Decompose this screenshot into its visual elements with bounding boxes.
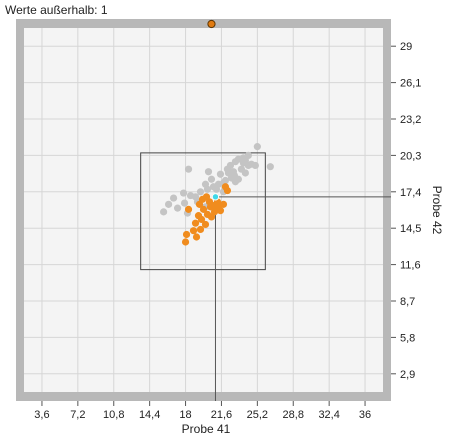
data-point[interactable] [189, 227, 198, 235]
data-point[interactable] [191, 219, 200, 227]
y-tick-label: 26,1 [400, 78, 421, 90]
y-tick-label: 20,3 [400, 150, 421, 162]
data-point[interactable] [196, 188, 205, 196]
data-point[interactable] [196, 225, 205, 234]
x-axis-title: Probe 41 [182, 422, 231, 436]
data-point[interactable] [207, 175, 216, 183]
selected-data-point[interactable] [211, 193, 220, 201]
crosshair [214, 196, 391, 401]
data-point[interactable] [180, 199, 189, 207]
x-tick-label: 36 [359, 409, 371, 421]
y-tick-label: 2,9 [400, 369, 415, 381]
data-point[interactable] [179, 189, 188, 197]
data-point[interactable] [234, 155, 243, 163]
y-tick-label: 23,2 [400, 114, 421, 126]
data-point[interactable] [199, 205, 208, 213]
data-point[interactable] [266, 163, 274, 171]
data-point[interactable] [203, 185, 212, 193]
data-point[interactable] [247, 160, 255, 168]
data-point[interactable] [173, 204, 182, 212]
data-point[interactable] [253, 143, 261, 151]
data-point[interactable] [229, 168, 238, 176]
data-point[interactable] [244, 151, 252, 159]
x-axis: 3,6 7,2 10,8 14,4 18 21,6 25,2 28,8 32,4 36 [34, 401, 371, 421]
data-point[interactable] [223, 186, 232, 195]
x-tick-label: 32,4 [318, 409, 339, 421]
data-point[interactable] [184, 165, 193, 173]
y-tick-label: 29 [400, 41, 412, 53]
data-point[interactable] [192, 233, 201, 241]
data-point[interactable] [184, 205, 193, 213]
data-point[interactable] [182, 230, 191, 239]
y-tick-label: 17,4 [400, 187, 421, 199]
data-point[interactable] [202, 193, 211, 201]
x-tick-label: 21,6 [211, 409, 232, 421]
data-point[interactable] [164, 200, 173, 208]
y-axis-title: Probe 42 [430, 186, 444, 235]
data-point[interactable] [216, 170, 225, 178]
x-tick-label: 10,8 [103, 409, 124, 421]
x-tick-label: 25,2 [247, 409, 268, 421]
data-point[interactable] [169, 194, 178, 202]
x-tick-label: 7,2 [70, 409, 85, 421]
data-point[interactable] [214, 203, 223, 211]
data-point[interactable] [209, 183, 218, 191]
data-point[interactable] [160, 208, 168, 216]
selection-box[interactable] [140, 152, 266, 271]
x-tick-label: 18 [179, 409, 191, 421]
data-point[interactable] [201, 220, 210, 229]
data-point[interactable] [186, 191, 195, 200]
x-tick-label: 14,4 [139, 409, 160, 421]
selection-box-layer [140, 152, 266, 271]
data-point[interactable] [181, 238, 190, 246]
data-point[interactable] [204, 168, 213, 176]
data-point[interactable] [194, 212, 203, 220]
x-tick-label: 3,6 [34, 409, 49, 421]
grid [24, 28, 383, 392]
data-point[interactable] [223, 165, 232, 173]
data-point[interactable] [241, 169, 249, 177]
y-tick-label: 14,5 [400, 223, 421, 235]
data-points[interactable] [160, 19, 274, 246]
data-point[interactable] [231, 178, 240, 186]
outlier-marker[interactable] [207, 19, 216, 29]
y-axis: 2,9 5,8 8,7 11,6 14,5 17,4 20,3 23,2 26,1 29 [391, 41, 421, 381]
y-tick-label: 11,6 [400, 260, 421, 272]
y-tick-label: 5,8 [400, 332, 415, 344]
data-point[interactable] [210, 208, 219, 216]
x-tick-label: 28,8 [283, 409, 304, 421]
outside-values-label: Werte außerhalb: 1 [5, 3, 108, 17]
y-tick-label: 8,7 [400, 296, 415, 308]
